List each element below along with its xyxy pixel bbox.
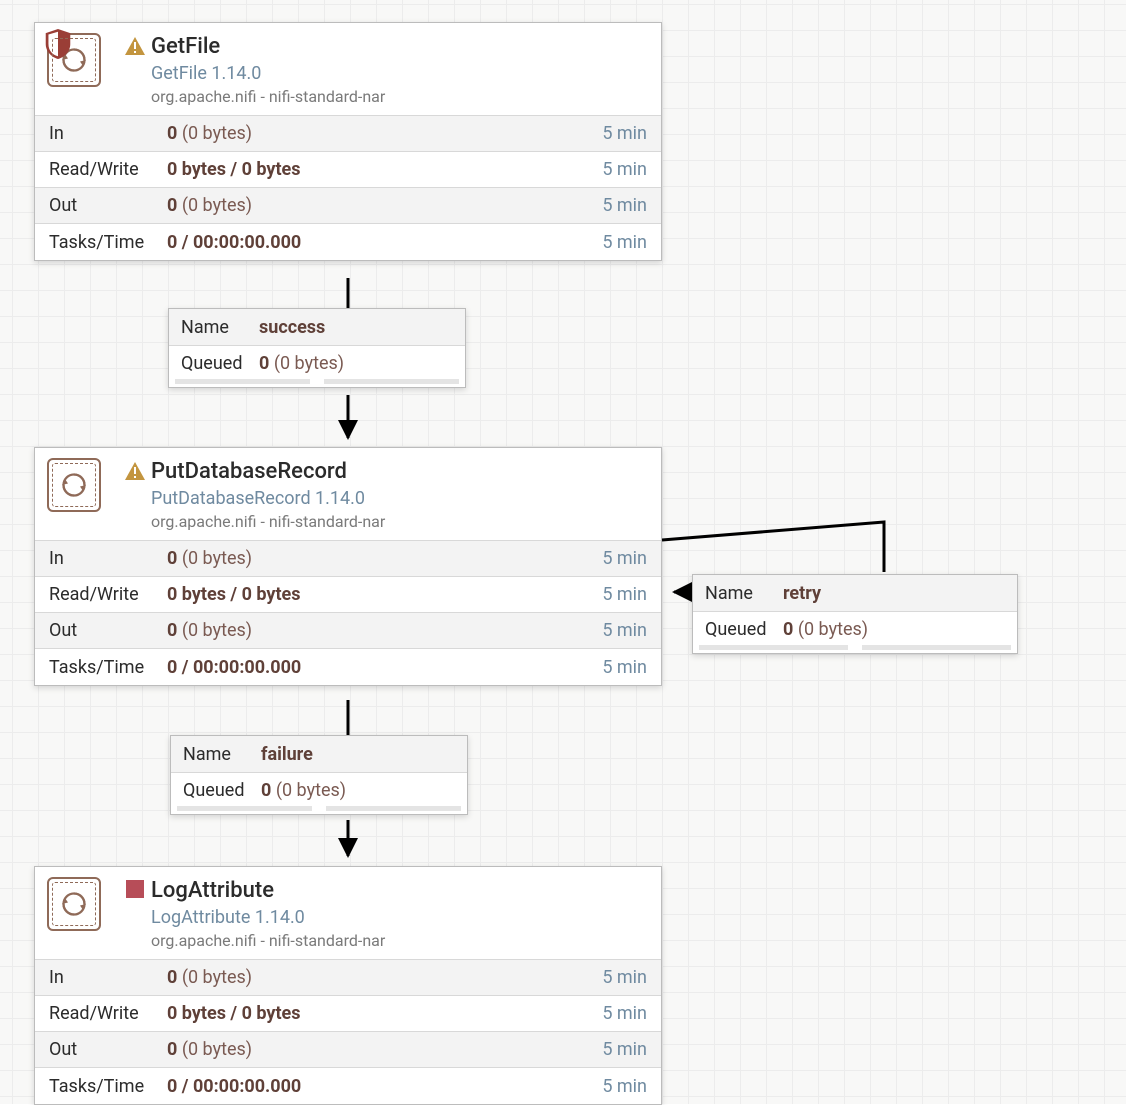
processor-bundle: org.apache.nifi - nifi-standard-nar [151,512,647,532]
processor-logattribute[interactable]: LogAttribute LogAttribute 1.14.0 org.apa… [34,866,662,1105]
processor-stats: In 0 (0 bytes) 5 min Read/Write 0 bytes … [35,115,661,260]
stat-tt-row: Tasks/Time 0 / 00:00:00.000 5 min [35,649,661,685]
connection-name-row: Name retry [693,575,1017,611]
stat-time: 5 min [602,123,647,144]
processor-bundle: org.apache.nifi - nifi-standard-nar [151,87,647,107]
connection-usage-bars [171,806,467,812]
processor-header: PutDatabaseRecord PutDatabaseRecord 1.14… [35,448,661,540]
status-warning-icon [119,458,151,481]
stat-in-row: In 0 (0 bytes) 5 min [35,541,661,577]
shield-icon [43,29,63,51]
stat-in-row: In 0 (0 bytes) 5 min [35,960,661,996]
processor-type: LogAttribute 1.14.0 [151,907,647,930]
processor-name: LogAttribute [151,877,647,905]
stat-out-row: Out 0 (0 bytes) 5 min [35,188,661,224]
stat-label: In [49,123,167,144]
connection-queued-row: Queued 0 (0 bytes) [169,345,465,381]
processor-header: GetFile GetFile 1.14.0 org.apache.nifi -… [35,23,661,115]
connection-name-row: Name success [169,309,465,345]
processor-icon [47,877,101,931]
connection-queued-row: Queued 0 (0 bytes) [693,611,1017,647]
status-stopped-icon [119,877,151,898]
processor-type: PutDatabaseRecord 1.14.0 [151,488,647,511]
connection-success[interactable]: Name success Queued 0 (0 bytes) [168,308,466,388]
processor-bundle: org.apache.nifi - nifi-standard-nar [151,931,647,951]
edge-e5_retry_out [662,522,884,572]
processor-icon [47,33,101,87]
connection-usage-bars [693,645,1017,651]
stat-value: 0 (0 bytes) [167,123,602,144]
processor-putdatabaserecord[interactable]: PutDatabaseRecord PutDatabaseRecord 1.14… [34,447,662,686]
processor-getfile[interactable]: GetFile GetFile 1.14.0 org.apache.nifi -… [34,22,662,261]
stat-rw-row: Read/Write 0 bytes / 0 bytes 5 min [35,152,661,188]
flow-canvas[interactable]: GetFile GetFile 1.14.0 org.apache.nifi -… [0,0,1126,1104]
status-warning-icon [119,33,151,56]
processor-stats: In 0 (0 bytes) 5 min Read/Write 0 bytes … [35,540,661,685]
connection-name-row: Name failure [171,736,467,772]
stat-tt-row: Tasks/Time 0 / 00:00:00.000 5 min [35,1068,661,1104]
processor-name: PutDatabaseRecord [151,458,647,486]
stat-out-row: Out 0 (0 bytes) 5 min [35,613,661,649]
processor-name: GetFile [151,33,647,61]
stat-tt-row: Tasks/Time 0 / 00:00:00.000 5 min [35,224,661,260]
processor-icon [47,458,101,512]
connection-failure[interactable]: Name failure Queued 0 (0 bytes) [170,735,468,815]
stat-rw-row: Read/Write 0 bytes / 0 bytes 5 min [35,996,661,1032]
stat-in-row: In 0 (0 bytes) 5 min [35,116,661,152]
processor-header: LogAttribute LogAttribute 1.14.0 org.apa… [35,867,661,959]
connection-queued-row: Queued 0 (0 bytes) [171,772,467,808]
stat-rw-row: Read/Write 0 bytes / 0 bytes 5 min [35,577,661,613]
connection-retry[interactable]: Name retry Queued 0 (0 bytes) [692,574,1018,654]
stat-out-row: Out 0 (0 bytes) 5 min [35,1032,661,1068]
processor-type: GetFile 1.14.0 [151,63,647,86]
connection-usage-bars [169,379,465,385]
processor-stats: In 0 (0 bytes) 5 min Read/Write 0 bytes … [35,959,661,1104]
